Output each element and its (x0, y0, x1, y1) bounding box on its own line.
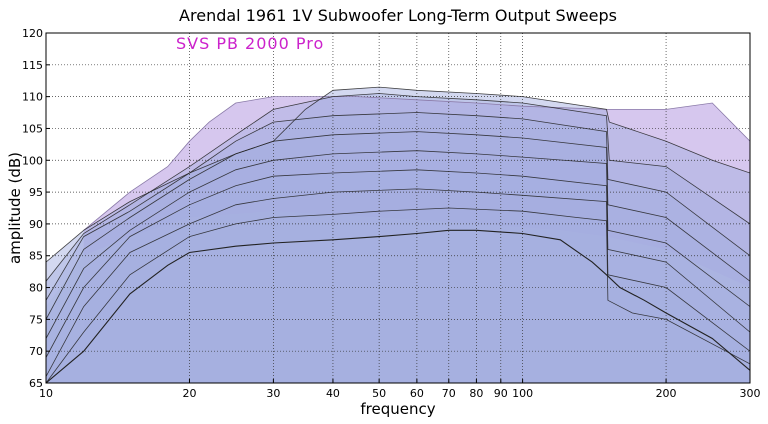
y-tick-label: 120 (22, 27, 43, 40)
sweep-area-6 (46, 131, 750, 383)
x-tick-label: 200 (656, 387, 677, 400)
y-axis-label: amplitude (dB) (6, 152, 24, 264)
sweep-line-9 (46, 86, 750, 263)
x-tick-labels: 10 20 30 40 50 60 70 80 90 100 200 300 (39, 379, 761, 400)
y-tick-label: 95 (29, 186, 43, 199)
y-tick-label: 105 (22, 122, 43, 135)
x-tick-label: 90 (494, 387, 508, 400)
base-envelope-area (46, 211, 750, 383)
x-tick-label: 60 (410, 387, 424, 400)
x-tick-label: 20 (182, 387, 196, 400)
x-tick-label: 100 (512, 387, 533, 400)
y-tick-label: 80 (29, 282, 43, 295)
y-tick-label: 90 (29, 218, 43, 231)
y-tick-label: 65 (29, 377, 43, 390)
x-tick-label: 40 (326, 387, 340, 400)
chart-annotation: SVS PB 2000 Pro (176, 34, 324, 53)
sweep-line-6 (46, 131, 750, 320)
sweep-line-5 (46, 150, 750, 339)
x-axis-label: frequency (360, 400, 435, 418)
y-tick-label: 75 (29, 313, 43, 326)
sweep-area-8 (46, 93, 750, 383)
y-tick-labels: 65 70 75 80 85 90 95 100 105 110 115 120 (22, 27, 50, 390)
x-tick-label: 50 (372, 387, 386, 400)
y-tick-label: 85 (29, 250, 43, 263)
y-tick-label: 100 (22, 154, 43, 167)
sweep-line-7 (46, 112, 750, 301)
x-tick-label: 70 (442, 387, 456, 400)
chart-title: Arendal 1961 1V Subwoofer Long-Term Outp… (179, 6, 617, 25)
sweep-area-5 (46, 150, 750, 383)
sweep-area-7 (46, 112, 750, 383)
chart-series-lines (46, 86, 750, 383)
sweep-area-4 (46, 169, 750, 383)
x-tick-label: 80 (469, 387, 483, 400)
y-tick-label: 115 (22, 59, 43, 72)
x-tick-label: 30 (266, 387, 280, 400)
x-tick-label: 10 (39, 387, 53, 400)
sweep-line-3 (46, 188, 750, 377)
y-tick-label: 110 (22, 91, 43, 104)
y-tick-label: 70 (29, 345, 43, 358)
x-tick-label: 300 (740, 387, 761, 400)
sweep-area-2 (46, 208, 750, 383)
plot-frame (45, 32, 751, 384)
sweep-line-2 (46, 207, 750, 383)
sweep-line-1 (46, 229, 750, 383)
sweep-line-4 (46, 169, 750, 358)
sweep-area-1 (46, 230, 750, 383)
sweep-area-3 (46, 188, 750, 383)
